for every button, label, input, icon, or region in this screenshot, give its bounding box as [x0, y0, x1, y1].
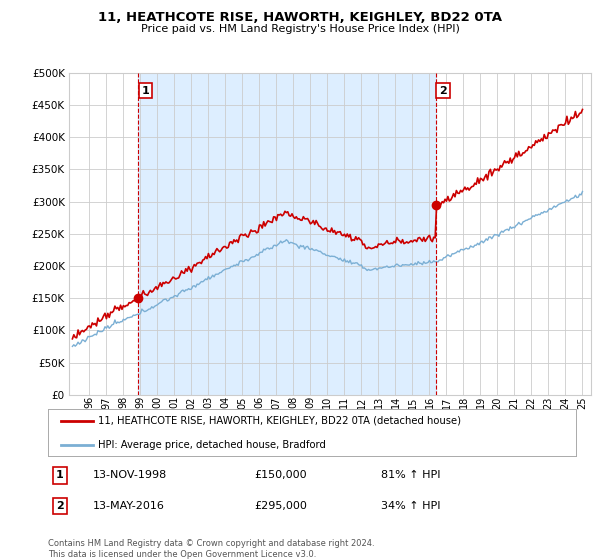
Text: Price paid vs. HM Land Registry's House Price Index (HPI): Price paid vs. HM Land Registry's House … — [140, 24, 460, 34]
Text: 81% ↑ HPI: 81% ↑ HPI — [380, 470, 440, 480]
Text: This data is licensed under the Open Government Licence v3.0.: This data is licensed under the Open Gov… — [48, 550, 316, 559]
Bar — [139, 73, 436, 395]
Text: £150,000: £150,000 — [254, 470, 307, 480]
Text: 1: 1 — [56, 470, 64, 480]
Text: 13-NOV-1998: 13-NOV-1998 — [93, 470, 167, 480]
Text: 11, HEATHCOTE RISE, HAWORTH, KEIGHLEY, BD22 0TA: 11, HEATHCOTE RISE, HAWORTH, KEIGHLEY, B… — [98, 11, 502, 24]
Text: 34% ↑ HPI: 34% ↑ HPI — [380, 501, 440, 511]
Text: Contains HM Land Registry data © Crown copyright and database right 2024.: Contains HM Land Registry data © Crown c… — [48, 539, 374, 548]
Text: 2: 2 — [56, 501, 64, 511]
Text: 1: 1 — [142, 86, 149, 96]
Text: 13-MAY-2016: 13-MAY-2016 — [93, 501, 165, 511]
Text: £295,000: £295,000 — [254, 501, 307, 511]
Text: HPI: Average price, detached house, Bradford: HPI: Average price, detached house, Brad… — [98, 440, 326, 450]
Text: 11, HEATHCOTE RISE, HAWORTH, KEIGHLEY, BD22 0TA (detached house): 11, HEATHCOTE RISE, HAWORTH, KEIGHLEY, B… — [98, 416, 461, 426]
Text: 2: 2 — [439, 86, 447, 96]
